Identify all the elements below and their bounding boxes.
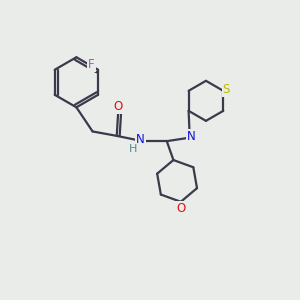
Text: O: O bbox=[176, 202, 185, 215]
Text: S: S bbox=[223, 83, 230, 96]
Text: N: N bbox=[136, 133, 145, 146]
Text: O: O bbox=[114, 100, 123, 113]
Text: H: H bbox=[129, 144, 137, 154]
Text: N: N bbox=[187, 130, 195, 143]
Text: F: F bbox=[88, 58, 95, 71]
